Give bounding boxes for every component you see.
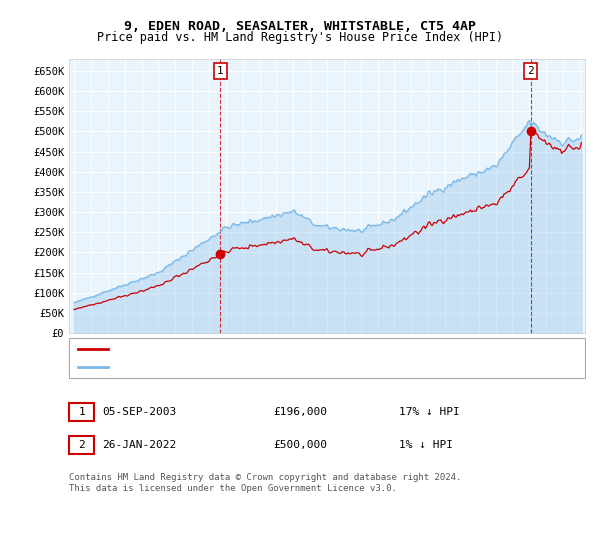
Text: 1: 1 xyxy=(78,407,85,417)
Text: 26-JAN-2022: 26-JAN-2022 xyxy=(102,440,176,450)
Text: 9, EDEN ROAD, SEASALTER, WHITSTABLE, CT5 4AP (detached house): 9, EDEN ROAD, SEASALTER, WHITSTABLE, CT5… xyxy=(114,344,472,354)
Text: 1% ↓ HPI: 1% ↓ HPI xyxy=(399,440,453,450)
Text: 9, EDEN ROAD, SEASALTER, WHITSTABLE, CT5 4AP: 9, EDEN ROAD, SEASALTER, WHITSTABLE, CT5… xyxy=(124,20,476,32)
Text: 17% ↓ HPI: 17% ↓ HPI xyxy=(399,407,460,417)
Text: £500,000: £500,000 xyxy=(273,440,327,450)
Text: 2: 2 xyxy=(78,440,85,450)
Text: 1: 1 xyxy=(217,66,224,76)
Text: 05-SEP-2003: 05-SEP-2003 xyxy=(102,407,176,417)
Text: Contains HM Land Registry data © Crown copyright and database right 2024.
This d: Contains HM Land Registry data © Crown c… xyxy=(69,473,461,493)
Text: HPI: Average price, detached house, Canterbury: HPI: Average price, detached house, Cant… xyxy=(114,362,384,372)
Text: Price paid vs. HM Land Registry's House Price Index (HPI): Price paid vs. HM Land Registry's House … xyxy=(97,31,503,44)
Text: 2: 2 xyxy=(527,66,534,76)
Text: £196,000: £196,000 xyxy=(273,407,327,417)
